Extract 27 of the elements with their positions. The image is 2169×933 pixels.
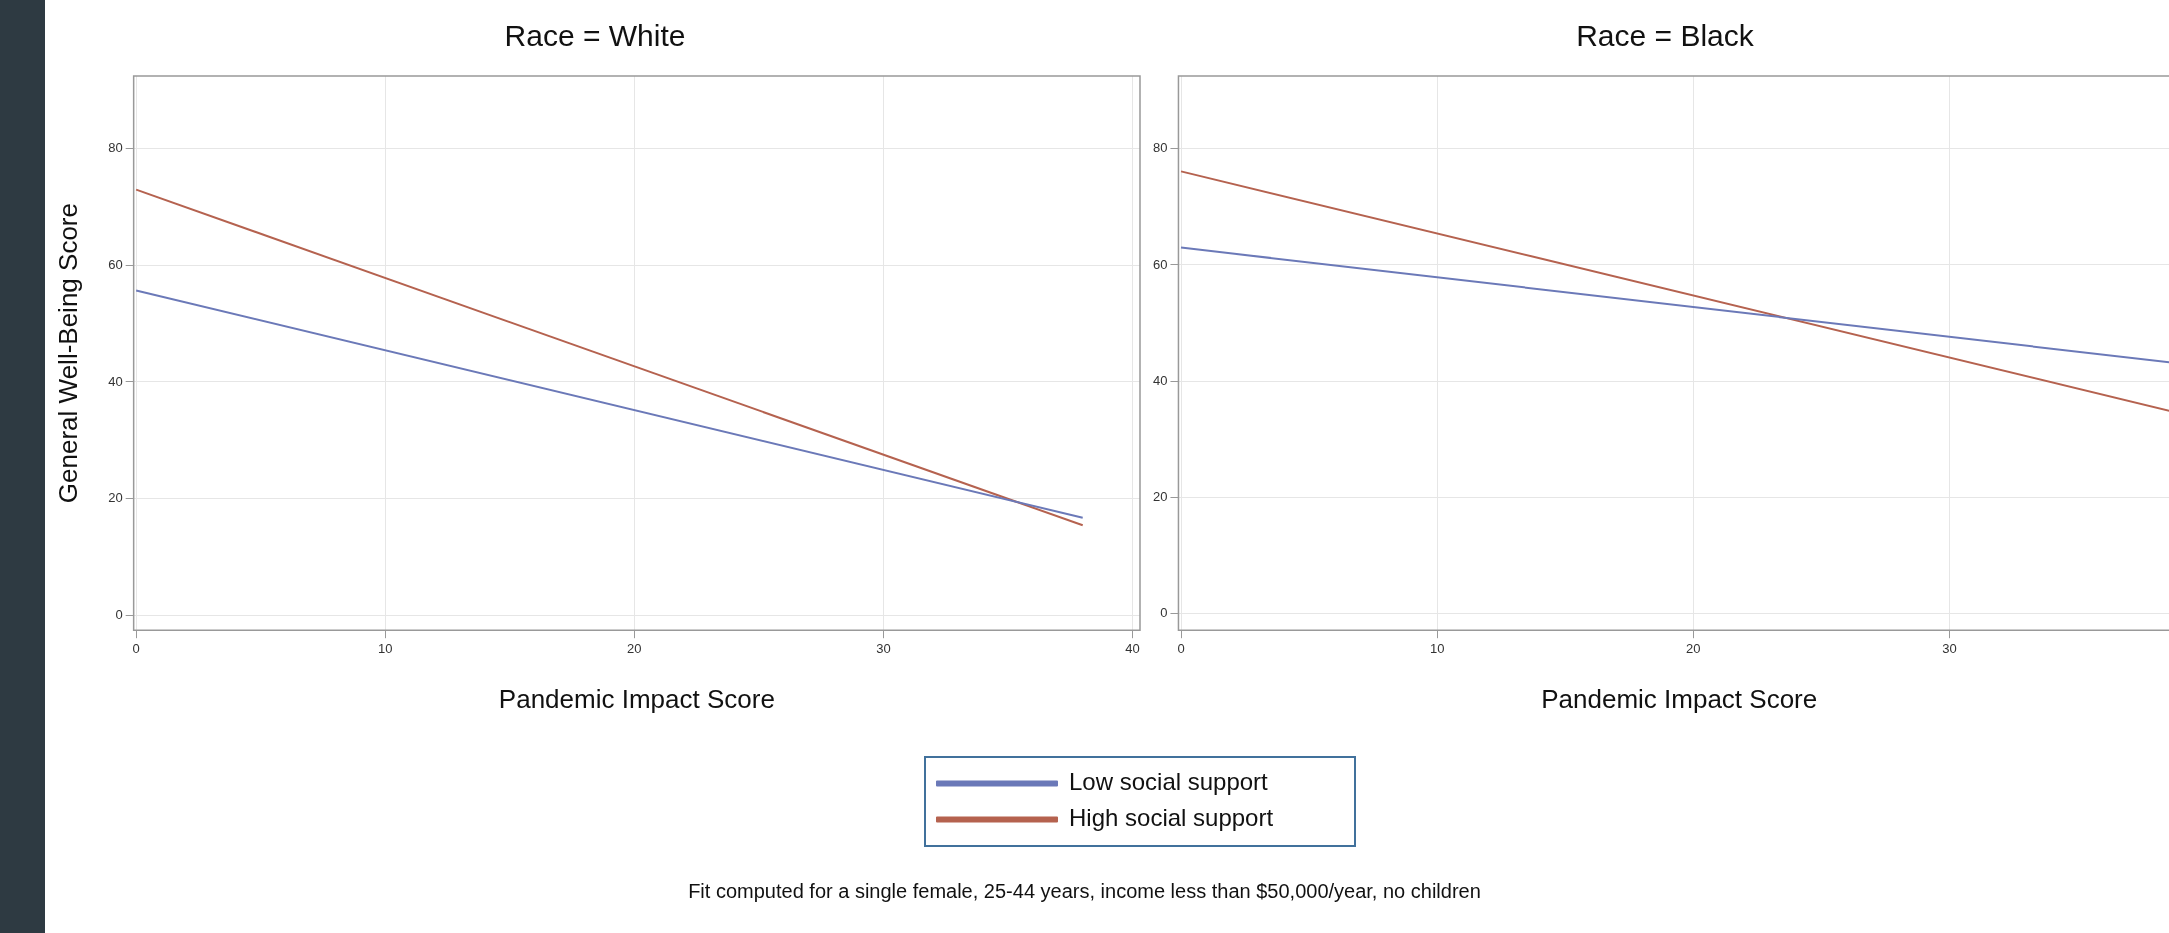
y-axis-title: General Well-Being Score <box>52 203 83 504</box>
x-tick-label: 30 <box>1942 640 1957 656</box>
y-tick-label: 20 <box>1152 489 1168 505</box>
legend-label: High social support <box>1069 804 1274 832</box>
y-tick-label: 60 <box>108 256 123 272</box>
chart-title: Race = Black <box>1576 19 1755 53</box>
y-tick-label: 0 <box>115 606 123 622</box>
x-axis-title: Pandemic Impact Score <box>498 683 775 714</box>
legend-label: Low social support <box>1069 768 1269 796</box>
y-tick-label: 40 <box>108 373 123 389</box>
x-tick-label: 30 <box>876 640 891 656</box>
y-tick-label: 20 <box>108 490 123 506</box>
x-tick-label: 0 <box>1177 640 1185 656</box>
y-tick-label: 40 <box>1152 372 1168 388</box>
y-tick-label: 80 <box>108 140 123 156</box>
x-tick-label: 10 <box>378 640 393 656</box>
x-tick-label: 0 <box>132 640 140 656</box>
x-tick-label: 10 <box>1429 640 1445 656</box>
y-tick-label: 0 <box>1160 605 1168 621</box>
y-tick-label: 60 <box>1152 256 1168 272</box>
x-tick-label: 20 <box>627 640 642 656</box>
x-tick-label: 20 <box>1686 640 1701 656</box>
text: Fit computed for a single female, 25-44 years, income less than $50,000/year, no children <box>687 880 1482 903</box>
x-tick-label: 40 <box>1125 640 1140 656</box>
y-tick-label: 80 <box>1152 140 1168 156</box>
chart-title: Race = White <box>504 19 686 53</box>
x-axis-title: Pandemic Impact Score <box>1541 683 1818 714</box>
